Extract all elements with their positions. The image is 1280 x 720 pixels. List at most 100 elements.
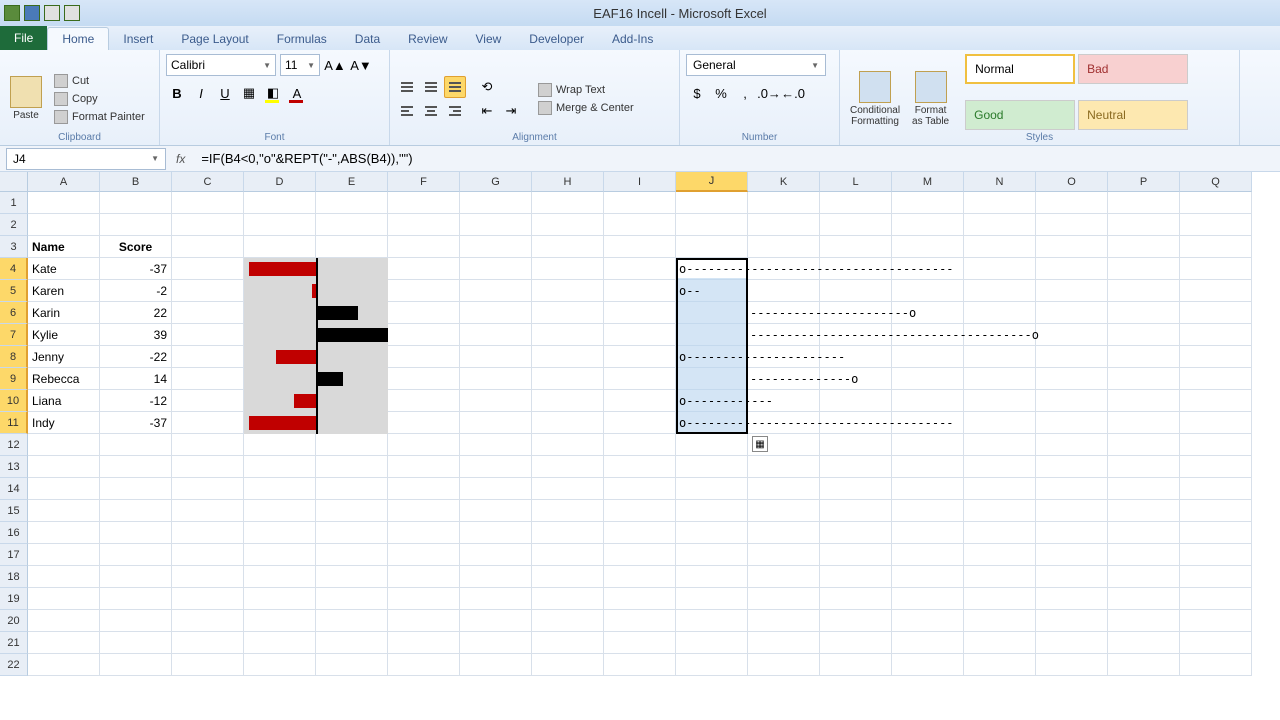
- cell[interactable]: [964, 258, 1036, 280]
- cell[interactable]: [676, 214, 748, 236]
- cell[interactable]: [1036, 412, 1108, 434]
- cell[interactable]: 14: [100, 368, 172, 390]
- cell[interactable]: [460, 412, 532, 434]
- cell[interactable]: [244, 654, 316, 676]
- cell[interactable]: [532, 412, 604, 434]
- cell[interactable]: [964, 566, 1036, 588]
- cell[interactable]: [460, 566, 532, 588]
- cell[interactable]: [1108, 500, 1180, 522]
- cell-style-normal[interactable]: Normal: [965, 54, 1075, 84]
- cell[interactable]: [244, 236, 316, 258]
- cell[interactable]: [748, 192, 820, 214]
- cell[interactable]: [1180, 522, 1252, 544]
- cell[interactable]: [748, 632, 820, 654]
- row-header-22[interactable]: 22: [0, 654, 28, 676]
- cell[interactable]: [460, 192, 532, 214]
- cell[interactable]: [1108, 456, 1180, 478]
- grow-font-button[interactable]: A▲: [324, 54, 346, 76]
- font-size-select[interactable]: 11▼: [280, 54, 320, 76]
- cell[interactable]: [100, 566, 172, 588]
- cell[interactable]: [532, 236, 604, 258]
- column-header-F[interactable]: F: [388, 172, 460, 192]
- tab-insert[interactable]: Insert: [109, 28, 167, 50]
- format-painter-button[interactable]: Format Painter: [50, 109, 149, 125]
- percent-button[interactable]: %: [710, 82, 732, 104]
- cell[interactable]: [964, 280, 1036, 302]
- row-header-18[interactable]: 18: [0, 566, 28, 588]
- cell[interactable]: [28, 192, 100, 214]
- cell[interactable]: [1108, 588, 1180, 610]
- cell[interactable]: [892, 544, 964, 566]
- cell[interactable]: [1180, 544, 1252, 566]
- cell[interactable]: [1108, 192, 1180, 214]
- cell[interactable]: [892, 236, 964, 258]
- cell[interactable]: [748, 588, 820, 610]
- tab-addins[interactable]: Add-Ins: [598, 28, 667, 50]
- cell[interactable]: [604, 192, 676, 214]
- cell[interactable]: [604, 214, 676, 236]
- cell[interactable]: [964, 610, 1036, 632]
- cell[interactable]: [676, 632, 748, 654]
- select-all-corner[interactable]: [0, 172, 28, 192]
- cell[interactable]: [820, 434, 892, 456]
- cell[interactable]: [964, 236, 1036, 258]
- cell[interactable]: [1108, 522, 1180, 544]
- cell[interactable]: [676, 456, 748, 478]
- cell[interactable]: [100, 500, 172, 522]
- row-header-17[interactable]: 17: [0, 544, 28, 566]
- cell[interactable]: [964, 478, 1036, 500]
- cell[interactable]: [172, 500, 244, 522]
- column-header-C[interactable]: C: [172, 172, 244, 192]
- cell[interactable]: [28, 654, 100, 676]
- cell[interactable]: [892, 632, 964, 654]
- cell[interactable]: [604, 368, 676, 390]
- row-header-11[interactable]: 11: [0, 412, 28, 434]
- cell[interactable]: [172, 390, 244, 412]
- cell[interactable]: [316, 632, 388, 654]
- cell[interactable]: [604, 390, 676, 412]
- cell[interactable]: [1036, 368, 1108, 390]
- row-header-19[interactable]: 19: [0, 588, 28, 610]
- cell[interactable]: [532, 610, 604, 632]
- row-header-8[interactable]: 8: [0, 346, 28, 368]
- cell[interactable]: [532, 280, 604, 302]
- align-left-button[interactable]: [396, 100, 418, 122]
- copy-button[interactable]: Copy: [50, 91, 149, 107]
- cell[interactable]: [1108, 236, 1180, 258]
- cell[interactable]: [532, 544, 604, 566]
- cell[interactable]: [604, 610, 676, 632]
- save-icon[interactable]: [24, 5, 40, 21]
- align-middle-button[interactable]: [420, 76, 442, 98]
- cell[interactable]: [460, 588, 532, 610]
- cell[interactable]: Rebecca: [28, 368, 100, 390]
- cell[interactable]: [532, 434, 604, 456]
- cell[interactable]: [172, 522, 244, 544]
- cell[interactable]: [1180, 302, 1252, 324]
- cell[interactable]: [460, 280, 532, 302]
- cell[interactable]: 22: [100, 302, 172, 324]
- cell[interactable]: [1180, 500, 1252, 522]
- cell[interactable]: [748, 500, 820, 522]
- cell[interactable]: [1108, 280, 1180, 302]
- formula-input[interactable]: =IF(B4<0,"o"&REPT("-",ABS(B4)),""): [195, 151, 1280, 166]
- cell[interactable]: [604, 434, 676, 456]
- cell[interactable]: [100, 632, 172, 654]
- cell[interactable]: -12: [100, 390, 172, 412]
- column-header-D[interactable]: D: [244, 172, 316, 192]
- comma-button[interactable]: ,: [734, 82, 756, 104]
- cell[interactable]: [532, 456, 604, 478]
- cell[interactable]: [964, 654, 1036, 676]
- cell[interactable]: [100, 522, 172, 544]
- cell[interactable]: [1108, 258, 1180, 280]
- cell[interactable]: Name: [28, 236, 100, 258]
- cell[interactable]: [28, 456, 100, 478]
- conditional-formatting-button[interactable]: Conditional Formatting: [846, 54, 904, 143]
- cell[interactable]: [1108, 368, 1180, 390]
- cell[interactable]: [604, 324, 676, 346]
- cell[interactable]: [244, 214, 316, 236]
- cell[interactable]: [172, 632, 244, 654]
- cell[interactable]: [1180, 346, 1252, 368]
- cell[interactable]: -22: [100, 346, 172, 368]
- cell[interactable]: [460, 236, 532, 258]
- cell[interactable]: [1108, 214, 1180, 236]
